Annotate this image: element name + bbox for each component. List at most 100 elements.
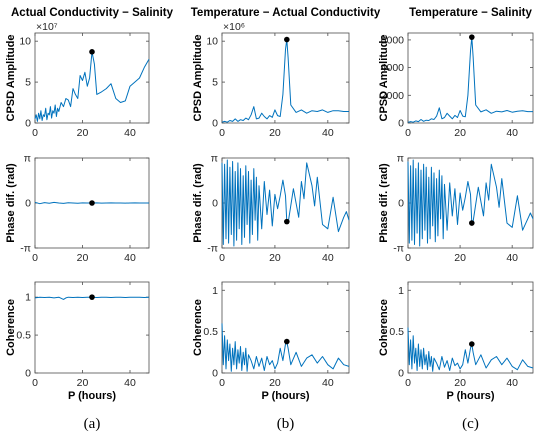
peak-marker	[284, 338, 290, 345]
panel-c-coherence: 0 20 40 0 0.5 1 Coherence P (hours)	[378, 281, 534, 402]
y-tick-label: 0	[398, 118, 404, 130]
y-tick-label: 6000	[381, 34, 405, 46]
x-tick-label: 40	[506, 127, 518, 139]
peak-marker	[89, 294, 95, 300]
y-tick-label: -π	[20, 243, 31, 255]
y-tick-label: 0.5	[203, 326, 218, 338]
x-axis-label: P (hours)	[68, 390, 116, 402]
x-tick-label: 0	[405, 127, 411, 139]
series-line	[221, 323, 350, 372]
x-axis-label: P (hours)	[446, 390, 494, 402]
y-tick-label: 0	[25, 118, 31, 130]
x-tick-label: 0	[219, 252, 225, 264]
peak-marker	[284, 36, 290, 43]
x-axis-label: P (hours)	[261, 390, 309, 402]
x-tick-label: 20	[454, 127, 466, 139]
series-line	[221, 39, 349, 123]
x-tick-label: 0	[32, 377, 38, 389]
x-tick-label: 20	[269, 377, 281, 389]
panel-a-coherence: 0 20 40 0 0.5 1 Coherence P (hours)	[5, 281, 150, 402]
y-tick-label: 0.5	[16, 330, 31, 342]
x-tick-label: 20	[454, 377, 466, 389]
y-axis-label: Coherence	[192, 299, 204, 356]
y-tick-label: 0	[212, 198, 218, 210]
series-line	[407, 159, 534, 247]
y-axis-label: CPSD Amplitude	[192, 35, 204, 122]
y-tick-label: 1	[25, 292, 31, 304]
x-tick-label: 0	[32, 252, 38, 264]
y-tick-label: 10	[19, 36, 31, 48]
y-axis-label: CPSD Amplitude	[5, 35, 17, 122]
panel-title: Temperature − Salinity	[409, 7, 532, 19]
y-tick-label: 2000	[381, 90, 405, 102]
peak-marker	[89, 49, 95, 55]
y-tick-label: 5	[212, 77, 218, 89]
x-tick-label: 20	[77, 127, 89, 139]
peak-marker	[284, 218, 290, 225]
axes-box	[221, 32, 350, 124]
y-tick-label: π	[397, 153, 404, 165]
x-tick-label: 0	[405, 377, 411, 389]
x-tick-label: 20	[454, 252, 466, 264]
y-axis-label: Phase dif. (rad)	[5, 163, 17, 243]
y-tick-label: π	[211, 153, 218, 165]
x-tick-label: 40	[322, 127, 334, 139]
y-tick-label: 4000	[381, 62, 405, 74]
peak-marker	[469, 220, 475, 226]
x-tick-label: 0	[219, 127, 225, 139]
y-tick-label: 0	[398, 198, 404, 210]
peak-marker	[469, 341, 475, 347]
x-tick-label: 20	[269, 252, 281, 264]
x-tick-label: 0	[219, 377, 225, 389]
peak-marker	[89, 200, 95, 206]
axis-exponent-label: ×10⁶	[223, 21, 245, 33]
x-tick-label: 40	[322, 377, 334, 389]
x-tick-label: 20	[77, 252, 89, 264]
y-tick-label: -π	[207, 243, 218, 255]
y-tick-label: -π	[393, 243, 404, 255]
x-tick-label: 40	[322, 252, 334, 264]
y-tick-label: 0	[398, 368, 404, 380]
series-line	[407, 36, 533, 123]
y-tick-label: 0.5	[389, 326, 404, 338]
x-tick-label: 40	[124, 127, 136, 139]
x-tick-label: 40	[506, 252, 518, 264]
y-axis-label: Phase dif. (rad)	[378, 163, 390, 243]
y-tick-label: 0	[212, 118, 218, 130]
y-tick-label: 1	[398, 285, 404, 297]
panel-title: Temperature − Actual Conductivity	[191, 7, 381, 19]
axes-box	[34, 281, 150, 374]
axes-box	[34, 32, 150, 124]
x-tick-label: 0	[32, 127, 38, 139]
y-tick-label: 0	[25, 368, 31, 380]
y-axis-label: Coherence	[378, 299, 390, 356]
y-tick-label: 0	[212, 368, 218, 380]
y-axis-label: Phase dif. (rad)	[192, 163, 204, 243]
panel-b-coherence: 0 20 40 0 0.5 1 Coherence P (hours)	[192, 281, 350, 402]
panel-caption: (a)	[84, 416, 101, 432]
axes-box	[407, 32, 534, 124]
panel-title: Actual Conductivity − Salinity	[11, 7, 174, 19]
y-tick-label: 1	[212, 285, 218, 297]
x-tick-label: 0	[405, 252, 411, 264]
x-tick-label: 40	[124, 377, 136, 389]
y-tick-label: 0	[25, 198, 31, 210]
panel-caption: (b)	[277, 416, 295, 432]
peak-marker	[469, 34, 475, 40]
x-tick-label: 20	[77, 377, 89, 389]
axis-exponent-label: ×10⁷	[36, 21, 58, 33]
y-tick-label: π	[24, 153, 31, 165]
y-tick-label: 5	[25, 77, 31, 89]
y-tick-label: 10	[206, 36, 218, 48]
series-line	[407, 327, 534, 372]
panel-caption: (c)	[462, 416, 479, 432]
x-tick-label: 40	[124, 252, 136, 264]
x-tick-label: 20	[269, 127, 281, 139]
